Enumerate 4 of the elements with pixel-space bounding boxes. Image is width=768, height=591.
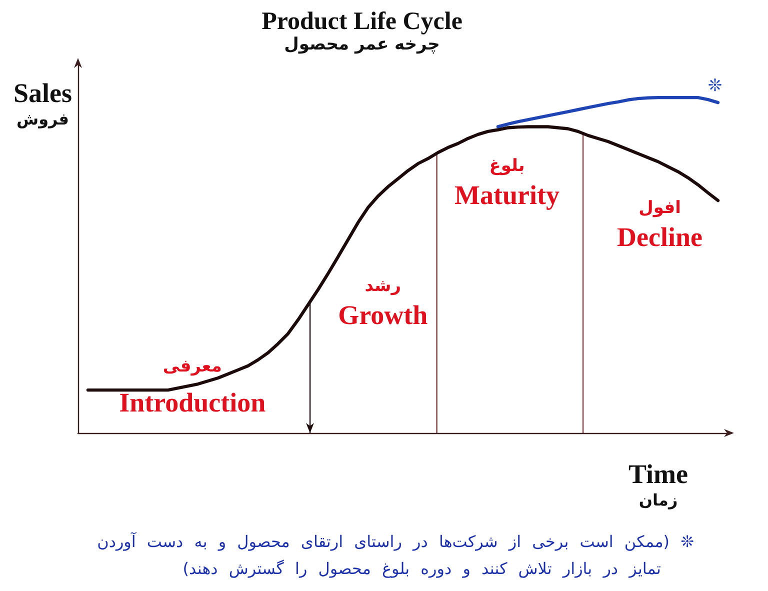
text: ❊ (ممکن است برخی از شرکت‌ها در راستای ارتقای محصول و به دست آوردن تمایز در بازار تلاش کنند و دوره بلوغ محصول را گسترش دهند) [96,531,694,580]
chart-title: Product Life Cycle [262,8,462,35]
chart-subtitle: چرخه عمر محصول [284,34,440,54]
series-label: ❊ [708,76,722,96]
